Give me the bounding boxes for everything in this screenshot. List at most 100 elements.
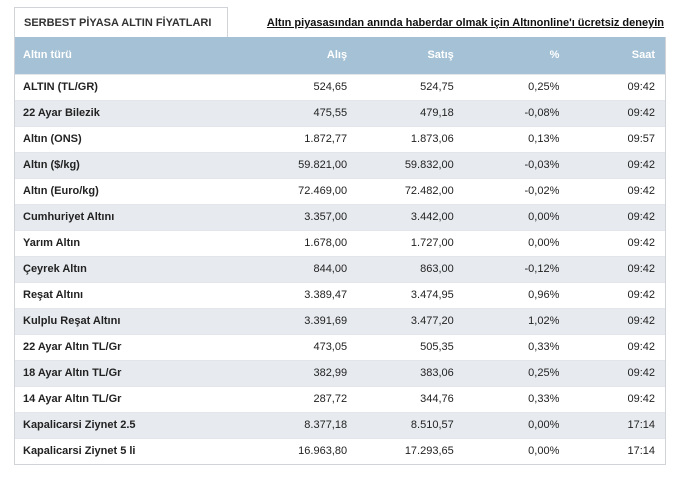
table-row: Altın (Euro/kg) 72.469,00 72.482,00 -0,02% 0… bbox=[15, 177, 665, 204]
cell-satis: 383,06 bbox=[347, 359, 454, 386]
cell-satis: 344,76 bbox=[347, 385, 454, 412]
header-satis[interactable]: Satış bbox=[427, 49, 454, 62]
cell-percent: 0,00% bbox=[453, 203, 560, 230]
cell-saat: 09:42 bbox=[559, 99, 665, 126]
cell-percent: 0,33% bbox=[453, 333, 560, 360]
cell-percent: -0,03% bbox=[453, 151, 560, 178]
gold-prices-table-container: Altın türü Alış Satış % Saat ALTIN (TL/G… bbox=[14, 37, 666, 465]
cell-satis: 1.727,00 bbox=[347, 229, 454, 256]
cell-satis: 3.474,95 bbox=[347, 281, 454, 308]
cell-saat: 09:42 bbox=[559, 333, 665, 360]
cell-name: ALTIN (TL/GR) bbox=[15, 73, 141, 100]
cell-saat: 09:42 bbox=[559, 281, 665, 308]
cell-alis: 382,99 bbox=[140, 359, 348, 386]
cell-alis: 475,55 bbox=[140, 99, 348, 126]
cell-percent: -0,08% bbox=[453, 99, 560, 126]
table-row: Kulplu Reşat Altını 3.391,69 3.477,20 1,02%… bbox=[15, 307, 665, 334]
cell-name: 18 Ayar Altın TL/Gr bbox=[15, 359, 141, 386]
cell-percent: 0,33% bbox=[453, 385, 560, 412]
header-alis[interactable]: Alış bbox=[326, 49, 348, 62]
table-row: ALTIN (TL/GR) 524,65 524,75 0,25% 09:42 bbox=[15, 73, 665, 100]
cell-percent: 0,96% bbox=[453, 281, 560, 308]
table-row: 14 Ayar Altın TL/Gr 287,72 344,76 0,33% 09:4… bbox=[15, 385, 665, 412]
cell-percent: -0,02% bbox=[453, 177, 560, 204]
cell-alis: 3.389,47 bbox=[140, 281, 348, 308]
table-row: Kapalicarsi Ziynet 5 li 16.963,80 17.293,6… bbox=[15, 437, 665, 464]
cell-saat: 09:42 bbox=[559, 203, 665, 230]
cell-saat: 17:14 bbox=[559, 411, 665, 438]
header-saat[interactable]: Saat bbox=[631, 49, 655, 62]
altinonline-promo-link[interactable]: Altın piyasasından anında haberdar olmak… bbox=[266, 17, 664, 29]
table-row: 22 Ayar Altın TL/Gr 473,05 505,35 0,33% 09:4… bbox=[15, 333, 665, 360]
cell-name: 22 Ayar Bilezik bbox=[15, 99, 141, 126]
header-percent[interactable]: % bbox=[549, 49, 560, 62]
cell-saat: 09:42 bbox=[559, 385, 665, 412]
cell-satis: 863,00 bbox=[347, 255, 454, 282]
cell-name: Çeyrek Altın bbox=[15, 255, 141, 282]
table-row: Altın (ONS) 1.872,77 1.873,06 0,13% 09:57 bbox=[15, 125, 665, 152]
gold-prices-table: Altın türü Alış Satış % Saat ALTIN (TL/G… bbox=[15, 37, 665, 464]
cell-name: Altın (ONS) bbox=[15, 125, 141, 152]
cell-satis: 505,35 bbox=[347, 333, 454, 360]
cell-alis: 844,00 bbox=[140, 255, 348, 282]
table-row: Reşat Altını 3.389,47 3.474,95 0,96% 09:42 bbox=[15, 281, 665, 308]
cell-alis: 524,65 bbox=[140, 73, 348, 100]
cell-alis: 473,05 bbox=[140, 333, 348, 360]
cell-saat: 09:57 bbox=[559, 125, 665, 152]
cell-alis: 16.963,80 bbox=[140, 437, 348, 464]
cell-alis: 8.377,18 bbox=[140, 411, 348, 438]
cell-name: Kapalicarsi Ziynet 5 li bbox=[15, 437, 141, 464]
table-row: Altın ($/kg) 59.821,00 59.832,00 -0,03% 09:4… bbox=[15, 151, 665, 178]
cell-satis: 8.510,57 bbox=[347, 411, 454, 438]
table-row: Kapalicarsi Ziynet 2.5 8.377,18 8.510,57 0,… bbox=[15, 411, 665, 438]
cell-name: Altın ($/kg) bbox=[15, 151, 141, 178]
cell-saat: 09:42 bbox=[559, 359, 665, 386]
cell-saat: 17:14 bbox=[559, 437, 665, 464]
cell-alis: 59.821,00 bbox=[140, 151, 348, 178]
cell-percent: -0,12% bbox=[453, 255, 560, 282]
cell-percent: 0,25% bbox=[453, 359, 560, 386]
cell-saat: 09:42 bbox=[559, 255, 665, 282]
cell-alis: 1.872,77 bbox=[140, 125, 348, 152]
table-row: 22 Ayar Bilezik 475,55 479,18 -0,08% 09:42 bbox=[15, 99, 665, 126]
cell-name: Altın (Euro/kg) bbox=[15, 177, 141, 204]
cell-satis: 1.873,06 bbox=[347, 125, 454, 152]
cell-percent: 0,00% bbox=[453, 229, 560, 256]
cell-name: Yarım Altın bbox=[15, 229, 141, 256]
cell-percent: 0,00% bbox=[453, 411, 560, 438]
cell-satis: 59.832,00 bbox=[347, 151, 454, 178]
cell-saat: 09:42 bbox=[559, 229, 665, 256]
cell-name: Kapalicarsi Ziynet 2.5 bbox=[15, 411, 141, 438]
cell-name: Reşat Altını bbox=[15, 281, 141, 308]
cell-saat: 09:42 bbox=[559, 307, 665, 334]
cell-percent: 0,00% bbox=[453, 437, 560, 464]
tab-label: SERBEST PİYASA ALTIN FİYATLARI bbox=[24, 17, 212, 29]
cell-satis: 3.442,00 bbox=[347, 203, 454, 230]
cell-saat: 09:42 bbox=[559, 177, 665, 204]
table-row: 18 Ayar Altın TL/Gr 382,99 383,06 0,25% 09:4… bbox=[15, 359, 665, 386]
cell-name: Cumhuriyet Altını bbox=[15, 203, 141, 230]
cell-saat: 09:42 bbox=[559, 151, 665, 178]
cell-name: Kulplu Reşat Altını bbox=[15, 307, 141, 334]
cell-percent: 1,02% bbox=[453, 307, 560, 334]
cell-percent: 0,25% bbox=[453, 73, 560, 100]
cell-satis: 3.477,20 bbox=[347, 307, 454, 334]
cell-alis: 287,72 bbox=[140, 385, 348, 412]
cell-satis: 524,75 bbox=[347, 73, 454, 100]
table-header-row: Altın türü Alış Satış % Saat bbox=[15, 37, 665, 74]
header-altin-turu[interactable]: Altın türü bbox=[23, 49, 72, 62]
cell-percent: 0,13% bbox=[453, 125, 560, 152]
cell-satis: 72.482,00 bbox=[347, 177, 454, 204]
cell-satis: 479,18 bbox=[347, 99, 454, 126]
cell-alis: 72.469,00 bbox=[140, 177, 348, 204]
cell-name: 22 Ayar Altın TL/Gr bbox=[15, 333, 141, 360]
table-row: Çeyrek Altın 844,00 863,00 -0,12% 09:42 bbox=[15, 255, 665, 282]
cell-alis: 3.391,69 bbox=[140, 307, 348, 334]
table-row: Yarım Altın 1.678,00 1.727,00 0,00% 09:42 bbox=[15, 229, 665, 256]
cell-satis: 17.293,65 bbox=[347, 437, 454, 464]
cell-saat: 09:42 bbox=[559, 73, 665, 100]
cell-alis: 3.357,00 bbox=[140, 203, 348, 230]
table-row: Cumhuriyet Altını 3.357,00 3.442,00 0,00% 09… bbox=[15, 203, 665, 230]
tab-serbest-piyasa[interactable]: SERBEST PİYASA ALTIN FİYATLARI bbox=[14, 7, 228, 37]
cell-alis: 1.678,00 bbox=[140, 229, 348, 256]
